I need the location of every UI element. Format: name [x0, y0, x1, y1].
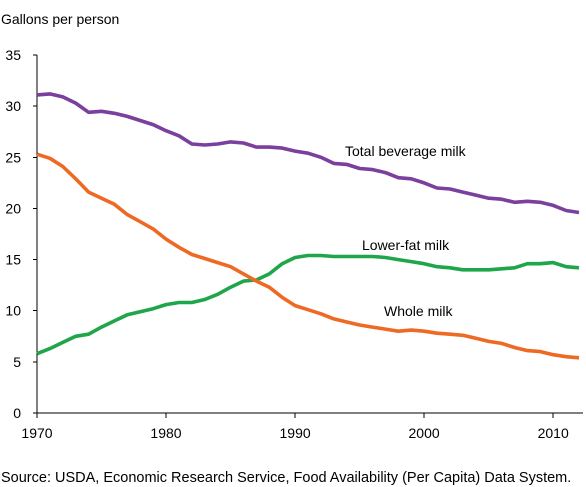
series-label-whole-milk: Whole milk	[384, 303, 453, 319]
x-axis-ticks: 1970 1980 1990 2000 2010	[21, 413, 569, 441]
y-tick-label-15: 15	[5, 252, 21, 268]
y-axis-ticks: 0 5 10 15 20 25 30 35	[5, 47, 37, 421]
series-label-total-beverage-milk: Total beverage milk	[345, 143, 467, 159]
y-tick-label-5: 5	[13, 354, 21, 370]
x-tick-label-2010: 2010	[538, 425, 569, 441]
series-lines	[36, 92, 580, 360]
axes	[36, 55, 583, 414]
y-tick-label-35: 35	[5, 47, 21, 63]
x-tick-label-1980: 1980	[150, 425, 181, 441]
y-tick-label-25: 25	[5, 149, 21, 165]
x-tick-label-1970: 1970	[21, 425, 52, 441]
series-line-whole-milk	[36, 152, 580, 360]
series-label-lower-fat-milk: Lower-fat milk	[362, 237, 450, 253]
source-note: Source: USDA, Economic Research Service,…	[1, 470, 571, 486]
series-line-lower-fat-milk	[36, 253, 580, 356]
y-tick-label-30: 30	[5, 98, 21, 114]
y-axis-title: Gallons per person	[1, 11, 119, 27]
y-tick-label-20: 20	[5, 200, 21, 216]
y-tick-label-0: 0	[13, 405, 21, 421]
x-tick-label-1990: 1990	[280, 425, 311, 441]
series-line-total-beverage-milk	[36, 92, 580, 215]
y-tick-label-10: 10	[5, 303, 21, 319]
x-tick-label-2000: 2000	[409, 425, 440, 441]
